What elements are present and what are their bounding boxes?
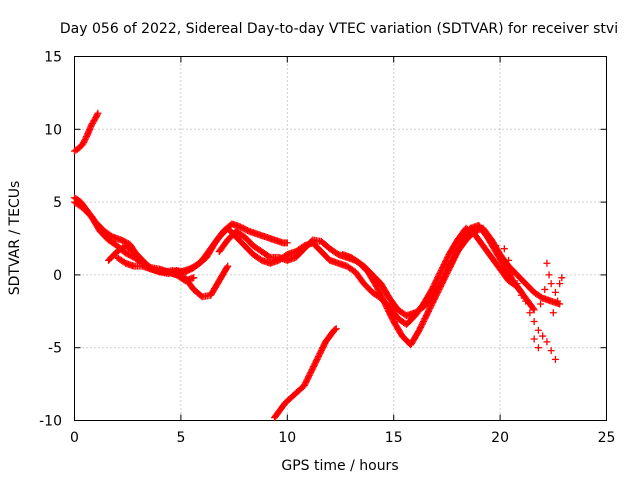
data-point [539,332,547,340]
y-tick-label: -5 [48,341,62,357]
y-tick-label: 5 [53,195,62,211]
data-marks [71,109,566,422]
data-point [551,288,559,296]
data-point [530,306,538,314]
data-point [541,285,549,293]
x-tick-label: 15 [385,430,403,446]
data-point [492,242,500,250]
data-point [500,245,508,253]
data-point [537,300,545,308]
x-tick-label: 5 [176,430,185,446]
data-point [534,326,542,334]
data-point [332,325,340,333]
chart-title: Day 056 of 2022, Sidereal Day-to-day VTE… [60,21,618,37]
data-point [516,287,524,295]
data-point [543,259,551,267]
data-point [554,297,562,305]
data-point [526,309,534,317]
data-point [534,344,542,352]
x-axis-label: GPS time / hours [281,458,398,474]
x-tick-label: 25 [598,430,616,446]
plot-frame [74,56,607,421]
x-tick-label: 0 [70,430,79,446]
data-point [530,335,538,343]
data-point [522,297,530,305]
data-point [331,326,339,333]
x-tick-label: 20 [491,430,509,446]
tick-layer [74,56,607,421]
data-point [224,262,232,270]
data-point [551,355,559,363]
y-tick-label: 15 [44,50,62,66]
data-point [265,252,273,260]
data-point [547,347,555,355]
y-axis-label: SDTVAR / TECUs [7,181,23,296]
data-point [94,109,102,117]
data-point [549,309,557,317]
grid-layer [74,56,607,421]
data-point [283,239,291,247]
data-point [505,256,513,264]
data-point [545,271,553,279]
data-point [509,268,517,276]
data-point [543,338,551,346]
data-point [547,280,555,288]
y-tick-label: -10 [39,414,62,430]
y-tick-label: 0 [53,268,62,284]
x-tick-labels: 0 5 10 15 20 25 [70,430,615,446]
data-point [93,111,101,119]
y-tick-labels: -10 -5 0 5 10 15 [39,50,62,430]
data-point [190,274,198,282]
data-point [556,280,564,288]
data-point [513,280,521,288]
data-point [530,317,538,325]
y-tick-label: 10 [44,122,62,138]
data-point [529,305,537,313]
data-point [517,291,525,299]
data-point [558,274,566,282]
data-point [223,263,231,271]
x-tick-label: 10 [278,430,296,446]
